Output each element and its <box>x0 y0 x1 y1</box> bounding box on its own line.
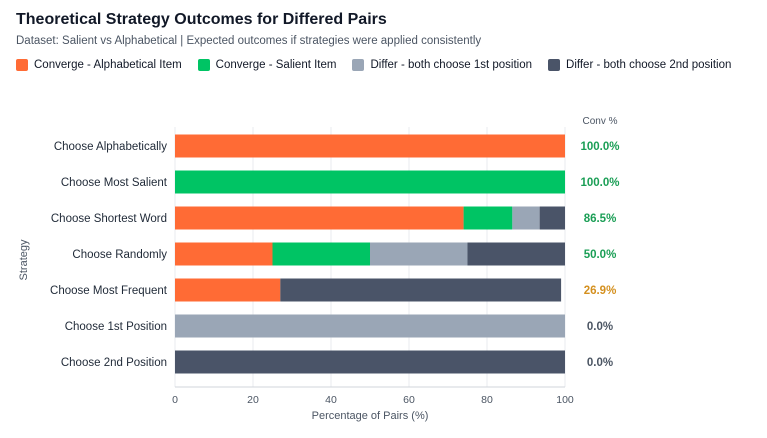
legend-item-converge-salient[interactable]: Converge - Salient Item <box>197 59 337 71</box>
conv-label: 26.9% <box>584 285 617 297</box>
conv-label: 100.0% <box>580 141 619 153</box>
x-tick-label: 0 <box>172 394 178 406</box>
bar-segment <box>175 134 565 158</box>
category-label: Choose 2nd Position <box>61 357 167 369</box>
conv-label: 0.0% <box>587 321 613 333</box>
legend-swatch <box>548 59 561 71</box>
x-axis-title: Percentage of Pairs (%) <box>312 410 429 422</box>
bar-segment <box>175 314 565 338</box>
bar-segment <box>467 242 565 266</box>
bar-segment <box>175 242 273 266</box>
legend-item-converge-alphabetical[interactable]: Converge - Alphabetical Item <box>16 59 182 71</box>
bar-segment <box>175 278 281 302</box>
chart-title: Theoretical Strategy Outcomes for Differ… <box>16 11 387 28</box>
legend-label: Differ - both choose 1st position <box>370 59 533 71</box>
bar-segment <box>280 278 562 302</box>
legend-swatch <box>352 59 365 71</box>
category-label: Choose Alphabetically <box>54 141 167 153</box>
category-label: Choose Randomly <box>72 249 167 261</box>
category-label: Choose 1st Position <box>65 321 167 333</box>
category-label: Choose Shortest Word <box>51 213 167 225</box>
bar-segment <box>175 206 464 230</box>
conv-label: 0.0% <box>587 357 613 369</box>
chart-subtitle: Dataset: Salient vs Alphabetical | Expec… <box>16 35 482 47</box>
category-label: Choose Most Frequent <box>50 285 168 297</box>
legend-item-differ-second[interactable]: Differ - both choose 2nd position <box>548 59 731 71</box>
bar-segment <box>463 206 513 230</box>
x-tick-label: 100 <box>556 394 574 406</box>
legend: Converge - Alphabetical Item Converge - … <box>16 59 731 71</box>
category-label: Choose Most Salient <box>61 177 168 189</box>
legend-swatch <box>197 59 210 71</box>
legend-label: Converge - Alphabetical Item <box>34 59 182 71</box>
bar-segment <box>370 242 468 266</box>
conv-label: 86.5% <box>584 213 617 225</box>
x-tick-label: 80 <box>481 394 493 406</box>
legend-label: Differ - both choose 2nd position <box>566 59 732 71</box>
legend-item-differ-first[interactable]: Differ - both choose 1st position <box>352 59 532 71</box>
conv-header: Conv % <box>582 116 617 127</box>
bar-segment <box>272 242 370 266</box>
legend-swatch <box>16 59 28 71</box>
x-tick-label: 40 <box>325 394 337 406</box>
conv-label: 100.0% <box>580 177 619 189</box>
bar-segment <box>175 170 565 194</box>
bar-segment <box>512 206 540 230</box>
legend-label: Converge - Salient Item <box>215 59 337 71</box>
bar-segment <box>175 350 565 374</box>
x-tick-label: 20 <box>247 394 259 406</box>
y-axis-title: Strategy <box>18 239 30 280</box>
x-tick-label: 60 <box>403 394 415 406</box>
conv-label: 50.0% <box>584 249 617 261</box>
bar-segment <box>539 206 565 230</box>
